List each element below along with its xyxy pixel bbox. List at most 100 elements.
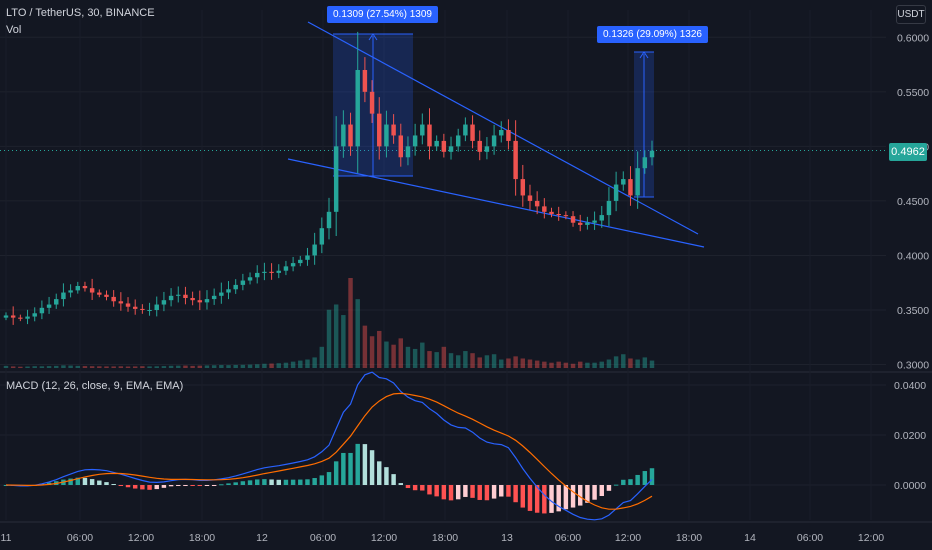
volume-bar (355, 299, 360, 368)
volume-bar (592, 362, 597, 368)
volume-bar (606, 359, 612, 368)
macd-histogram-bar (233, 482, 238, 485)
volume-bar (39, 366, 45, 368)
macd-histogram-bar (226, 483, 231, 485)
macd-histogram-bar (333, 461, 339, 485)
volume-bar (326, 309, 332, 368)
candle-body (542, 206, 547, 212)
currency-button[interactable]: USDT (896, 5, 926, 24)
volume-bar (240, 364, 246, 368)
candle-body (240, 280, 246, 285)
candle-body (434, 140, 439, 147)
time-tick-label: 13 (501, 532, 513, 544)
candle-body (312, 244, 317, 256)
price-tick-label: 0.5500 (897, 87, 929, 99)
volume-bar (369, 336, 375, 368)
candle-body (204, 299, 210, 303)
volume-bar (563, 362, 569, 368)
macd-histogram-bar (463, 485, 468, 497)
candle-body (319, 228, 325, 245)
axes: 0.60000.55000.50000.45000.40000.35000.30… (1, 32, 930, 544)
volume-bar (391, 344, 396, 368)
candle-body (405, 146, 411, 158)
macd-histogram-bar (491, 485, 497, 499)
macd-histogram-bar (89, 479, 95, 485)
macd-histogram-bar (132, 485, 138, 489)
volume-bar (197, 365, 203, 368)
macd-histogram-bar (513, 485, 518, 503)
candle-body (89, 288, 95, 293)
candle-body (642, 157, 648, 169)
macd-histogram-bar (369, 450, 375, 485)
macd-tick-label: 0.0400 (894, 380, 926, 392)
macd-histogram-bar (434, 485, 439, 497)
macd-histogram-bar (183, 485, 188, 486)
macd-histogram-bar (111, 484, 116, 486)
macd-pane (3, 371, 655, 521)
candle-body (197, 300, 203, 303)
volume-bar (61, 365, 66, 368)
candle-body (183, 294, 188, 298)
candle-body (219, 292, 224, 296)
candle-body (599, 215, 604, 221)
volume-label[interactable]: Vol (6, 24, 22, 36)
candle-body (520, 179, 526, 196)
volume-bar (233, 364, 238, 368)
macd-histogram-bar (190, 485, 195, 486)
candle-body (46, 304, 52, 308)
volume-bar (341, 315, 346, 368)
candle-body (269, 271, 274, 273)
time-tick-label: 06:00 (67, 532, 93, 544)
volume-bar (405, 346, 411, 368)
time-tick-label: 12:00 (371, 532, 397, 544)
macd-histogram-bar (520, 485, 526, 508)
candle-body (412, 135, 418, 147)
volume-bar (269, 363, 274, 368)
time-tick-label: 18:00 (432, 532, 458, 544)
volume-bar (290, 361, 296, 368)
candle-body (140, 308, 145, 310)
volume-bar (470, 353, 475, 368)
macd-histogram-bar (412, 485, 418, 491)
trendlines (287, 21, 705, 248)
candle-body (154, 304, 159, 310)
macd-histogram-bar (161, 485, 167, 488)
macd-histogram-bar (211, 485, 217, 486)
macd-histogram-bar (168, 485, 174, 487)
candle-body (613, 184, 619, 201)
signal-line (5, 392, 653, 510)
current-price-tag: 0.4962 (889, 143, 927, 161)
candle-body (190, 298, 195, 301)
time-tick-label: 06:00 (310, 532, 336, 544)
macd-histogram-bar (269, 479, 274, 485)
candle-body (254, 272, 260, 278)
macd-histogram-bar (176, 485, 181, 486)
time-tick-label: 06:00 (797, 532, 823, 544)
volume-bar (398, 338, 404, 368)
candle-body (384, 124, 389, 147)
lower-trendline (287, 158, 705, 248)
macd-histogram-bar (147, 485, 152, 490)
macd-histogram-bar (542, 485, 547, 514)
candle-body (448, 146, 454, 152)
volume-bar (247, 364, 253, 368)
macd-label[interactable]: MACD (12, 26, close, 9, EMA, EMA) (6, 380, 184, 392)
macd-histogram-bar (427, 485, 432, 495)
volume-bar (491, 354, 497, 368)
volume-bar (333, 304, 339, 368)
candle-body (427, 124, 432, 147)
candle-body (506, 130, 511, 141)
volume-bar (75, 365, 81, 368)
macd-histogram-bar (405, 485, 411, 489)
candle-body (211, 295, 217, 300)
candle-body (606, 200, 612, 216)
symbol-title[interactable]: LTO / TetherUS, 30, BINANCE (6, 7, 155, 19)
candle-body (649, 150, 655, 158)
time-tick-label: 18:00 (189, 532, 215, 544)
macd-histogram-bar (219, 484, 224, 486)
candle-body (247, 277, 253, 281)
candle-body (118, 301, 124, 304)
macd-histogram-bar (262, 479, 267, 485)
macd-histogram-bar (391, 474, 396, 485)
